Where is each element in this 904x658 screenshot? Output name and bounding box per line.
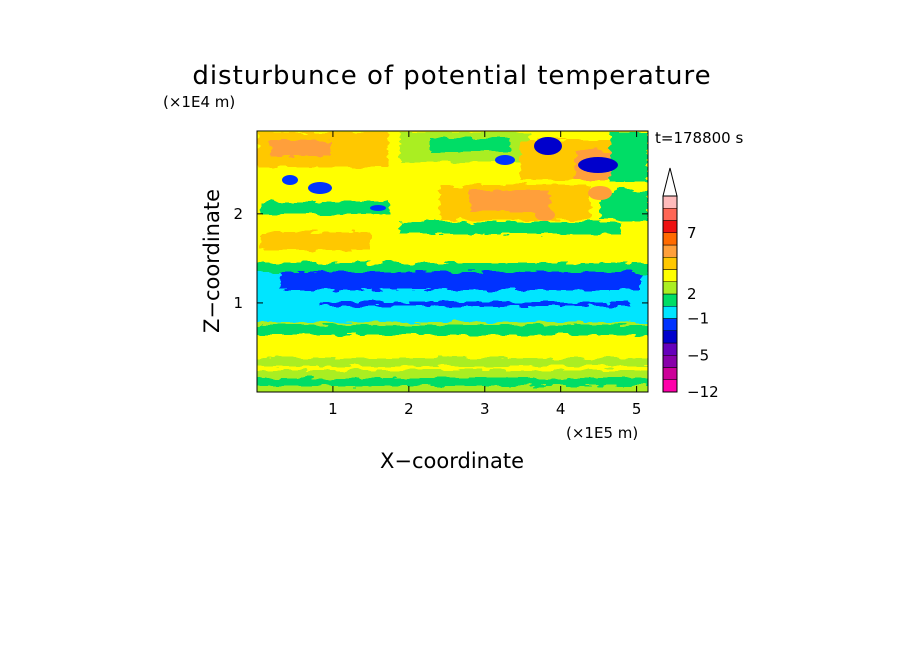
x-tick-label: 4 [556, 400, 566, 418]
y-axis-ticks: 12 [233, 205, 648, 312]
colorbar-swatch [662, 208, 678, 221]
colorbar-swatch [662, 342, 678, 356]
colorbar-tick-label: −1 [687, 310, 709, 328]
colorbar-tick-label: −12 [687, 383, 719, 401]
chart-title: disturbunce of potential temperature [192, 61, 711, 91]
x-tick-label: 5 [632, 400, 642, 418]
colorbar-tick-label: −5 [687, 346, 709, 364]
colorbar-swatch [662, 195, 678, 209]
y-axis-unit: (×1E4 m) [163, 93, 235, 111]
colorbar-swatch [662, 367, 678, 380]
colorbar-swatch [662, 257, 678, 270]
colorbar-swatch [662, 355, 678, 368]
colorbar-swatch [662, 330, 678, 344]
colorbar: 7 2 −1 −5 −12 [662, 167, 719, 401]
colorbar-swatch [662, 281, 678, 295]
colorbar-swatch [662, 379, 678, 393]
colorbar-swatch [662, 293, 678, 307]
colorbar-swatch [662, 232, 678, 246]
colorbar-swatch [662, 244, 678, 258]
x-axis-ticks: 1 2 3 4 5 [328, 131, 641, 418]
colorbar-tick-label: 2 [687, 285, 697, 303]
colorbar-tick-label: 7 [687, 224, 697, 242]
y-tick-label: 1 [233, 294, 243, 312]
plot-area [257, 131, 648, 392]
colorbar-swatch [662, 220, 678, 233]
x-axis-label: X−coordinate [380, 449, 524, 473]
y-tick-label: 2 [233, 205, 243, 223]
colorbar-swatch [662, 306, 678, 319]
x-tick-label: 2 [404, 400, 414, 418]
time-label: t=178800 s [655, 129, 743, 147]
plot-frame [256, 130, 649, 393]
y-axis-label: Z−coordinate [200, 189, 224, 333]
colorbar-frame [662, 195, 678, 393]
colorbar-swatch [662, 318, 678, 331]
colorbar-swatch [662, 269, 678, 282]
x-axis-unit: (×1E5 m) [566, 424, 638, 442]
colorbar-extend-arrow [662, 167, 678, 197]
x-tick-label: 3 [480, 400, 490, 418]
x-tick-label: 1 [328, 400, 338, 418]
